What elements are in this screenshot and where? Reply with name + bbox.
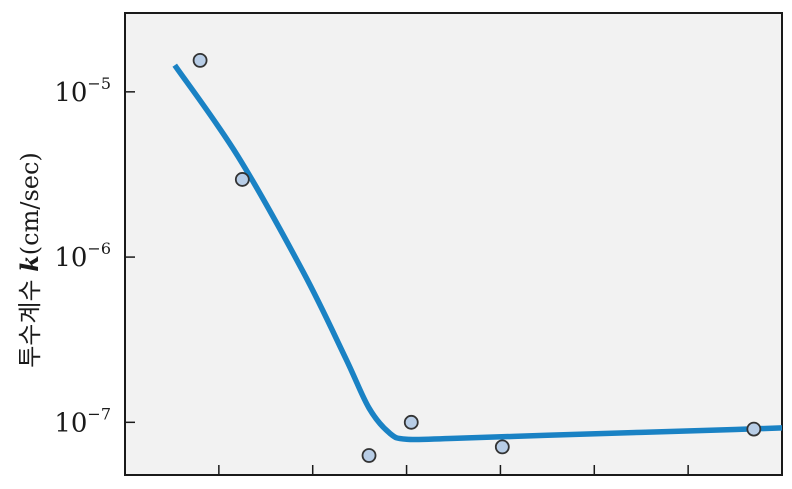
plot-area <box>124 12 783 476</box>
data-point-6 <box>746 421 762 437</box>
fit-curves <box>172 63 783 443</box>
y-axis-label-variable: k <box>15 255 44 272</box>
data-points <box>192 52 762 463</box>
data-point-5 <box>494 439 510 455</box>
data-point-2 <box>234 172 250 187</box>
y-tick-label: 10−5 <box>54 74 111 108</box>
data-point-3 <box>361 448 377 463</box>
y-tick-label: 10−6 <box>54 239 111 273</box>
y-axis-label-unit: (cm/sec) <box>16 152 44 255</box>
y-axis-label: 투수계수 k(cm/sec) <box>15 152 44 368</box>
y-axis-label-prefix: 투수계수 <box>16 272 44 368</box>
fit-curve-line <box>172 63 783 443</box>
y-tick-label: 10−7 <box>54 404 111 438</box>
data-point-4 <box>403 414 419 430</box>
y-axis-ticks: 10−5 10−6 10−7 <box>54 74 135 438</box>
x-axis-ticks <box>218 465 689 475</box>
data-point-1 <box>192 52 208 68</box>
